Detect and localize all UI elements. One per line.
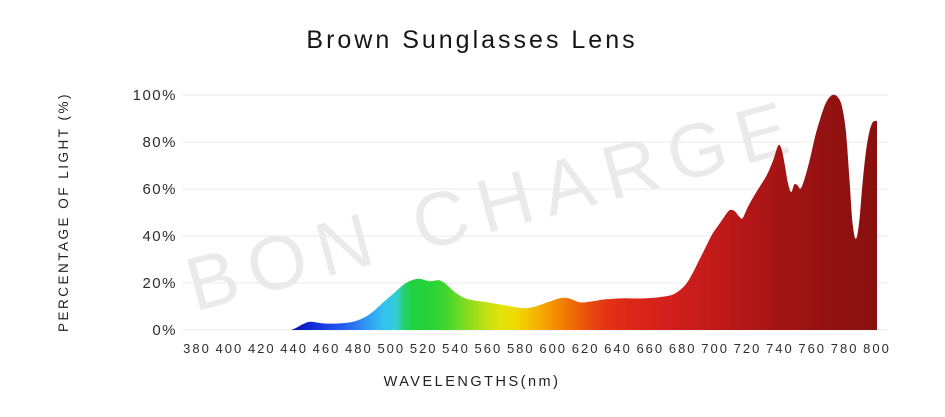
x-tick-label: 380 <box>183 341 211 356</box>
x-tick-label: 780 <box>831 341 859 356</box>
y-tick-label: 80% <box>142 134 177 151</box>
x-tick-label: 720 <box>734 341 762 356</box>
x-tick-label: 400 <box>216 341 244 356</box>
y-tick-label: 100% <box>133 87 177 104</box>
x-tick-label: 620 <box>572 341 600 356</box>
x-axis-title: WAVELENGTHS(nm) <box>384 374 561 390</box>
x-tick-label: 580 <box>507 341 535 356</box>
y-tick-label: 60% <box>142 181 177 198</box>
x-tick-label: 660 <box>636 341 664 356</box>
x-tick-label: 560 <box>475 341 503 356</box>
x-tick-label: 640 <box>604 341 632 356</box>
x-tick-label: 600 <box>539 341 567 356</box>
chart-title: Brown Sunglasses Lens <box>306 26 637 54</box>
x-tick-label: 680 <box>669 341 697 356</box>
transmission-area-series <box>290 94 877 330</box>
x-tick-label: 440 <box>280 341 308 356</box>
x-tick-label: 480 <box>345 341 373 356</box>
y-tick-label: 20% <box>142 275 177 292</box>
x-tick-label: 540 <box>442 341 470 356</box>
y-axis-title: PERCENTAGE OF LIGHT (%) <box>56 92 71 332</box>
x-tick-label: 700 <box>701 341 729 356</box>
x-tick-label: 460 <box>313 341 341 356</box>
x-tick-label: 520 <box>410 341 438 356</box>
y-axis-tick-labels: 0% 20% 40% 60% 80% 100% <box>133 87 177 339</box>
y-tick-label: 0% <box>152 322 177 339</box>
x-tick-label: 740 <box>766 341 794 356</box>
x-axis-tick-labels: 380 400 420 440 460 480 500 520 540 560 580 600 620 6… <box>183 341 891 356</box>
x-tick-label: 500 <box>377 341 405 356</box>
y-tick-label: 40% <box>142 228 177 245</box>
x-tick-label: 760 <box>798 341 826 356</box>
x-tick-label: 420 <box>248 341 276 356</box>
x-tick-label: 800 <box>863 341 891 356</box>
